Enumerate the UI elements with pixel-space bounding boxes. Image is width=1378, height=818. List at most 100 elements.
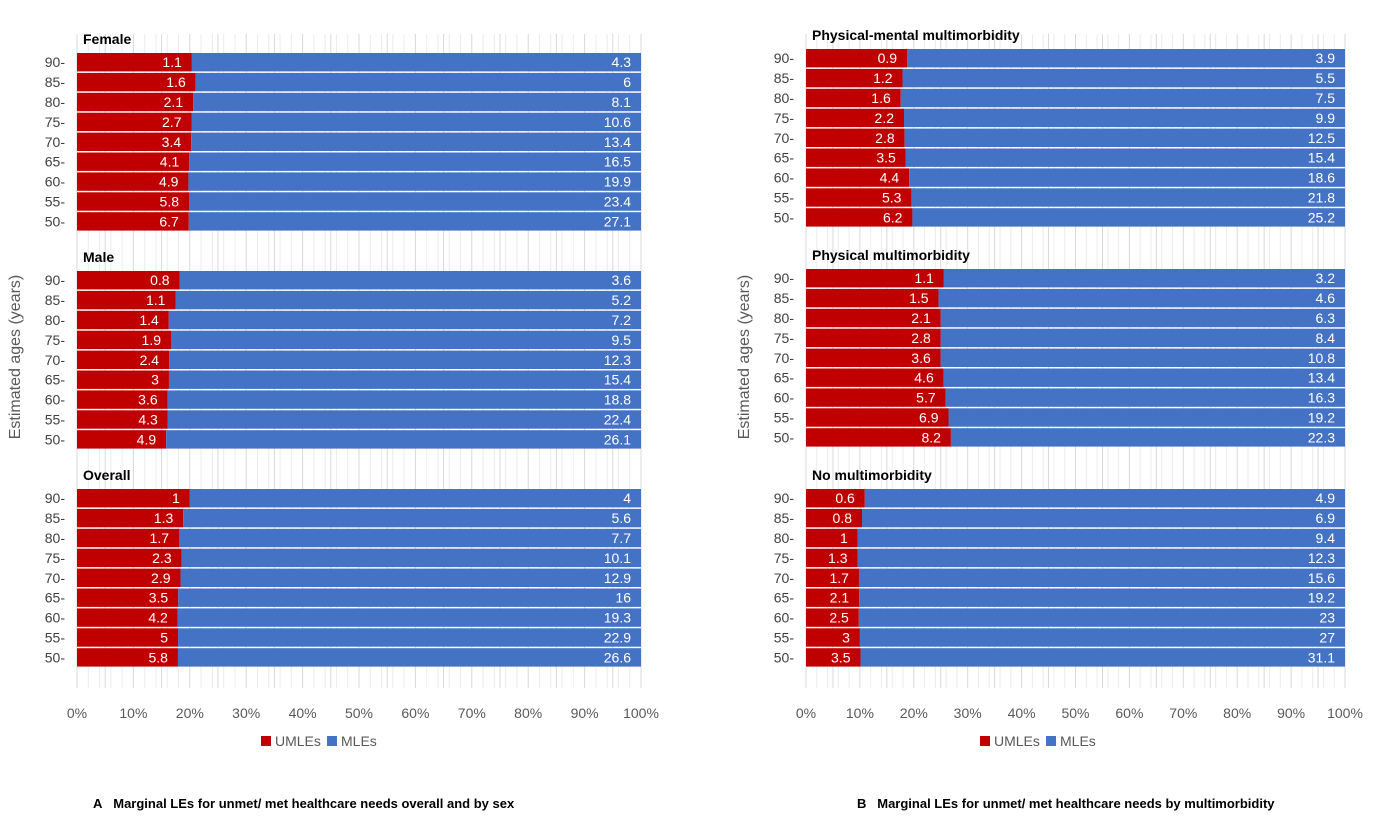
panel-a-mle-bar — [181, 548, 641, 568]
panel-a-umle-bar — [77, 310, 169, 330]
panel-a-category-label: 50- — [45, 649, 66, 665]
panel-b-mle-bar — [859, 588, 1345, 607]
panel-a-mle-bar — [178, 628, 642, 647]
panel-b-category-label: 85- — [774, 510, 795, 526]
panel-a-mle-data-label: 4 — [623, 490, 631, 506]
panel-a-umle-bar — [77, 212, 189, 231]
panel-a-x-tick-label: 50% — [345, 705, 373, 721]
panel-b-category-label: 75- — [774, 110, 795, 126]
panel-b-group-title: Physical multimorbidity — [812, 247, 970, 263]
panel-b-mle-data-label: 6.9 — [1316, 510, 1336, 526]
panel-b-mle-bar — [902, 68, 1345, 88]
panel-a-umle-data-label: 3.6 — [138, 392, 158, 408]
panel-b-category-label: 90- — [774, 490, 795, 506]
panel-b-mle-data-label: 9.9 — [1316, 110, 1336, 126]
panel-b-mle-bar — [943, 368, 1345, 387]
panel-a-category-label: 85- — [45, 74, 66, 90]
panel-b-mle-data-label: 15.4 — [1308, 150, 1335, 166]
panel-a-mle-data-label: 7.7 — [612, 530, 632, 546]
panel-a-mle-bar — [168, 310, 641, 330]
panel-b-umle-bar — [806, 348, 941, 367]
panel-b-mle-data-label: 6.3 — [1316, 310, 1336, 326]
panel-a-x-tick-label: 90% — [571, 705, 599, 721]
panel-a-mle-bar — [171, 330, 641, 350]
panel-a-mle-data-label: 8.1 — [612, 94, 632, 110]
panel-a-mle-bar — [179, 528, 641, 548]
panel-b-x-tick-label: 80% — [1223, 705, 1251, 721]
panel-b-mle-data-label: 19.2 — [1308, 410, 1335, 426]
panel-a-umle-data-label: 1.1 — [162, 54, 182, 70]
panel-a-mle-bar — [188, 172, 641, 191]
panel-a-umle-data-label: 4.1 — [160, 154, 180, 170]
panel-a-umle-data-label: 1.1 — [146, 292, 166, 308]
panel-b-mle-bar — [912, 208, 1345, 227]
panel-a-category-label: 90- — [45, 54, 66, 70]
panel-a-umle-bar — [77, 588, 179, 607]
panel-a-mle-data-label: 22.9 — [604, 630, 631, 646]
panel-a-category-label: 85- — [45, 292, 66, 308]
panel-a-mle-data-label: 10.1 — [604, 550, 631, 566]
panel-b-category-label: 55- — [774, 410, 795, 426]
panel-a-caption-text: Marginal LEs for unmet/ met healthcare n… — [113, 796, 515, 811]
panel-b-category-label: 50- — [774, 209, 795, 225]
panel-b-x-tick-label: 50% — [1061, 705, 1089, 721]
panel-b-mle-data-label: 4.9 — [1316, 490, 1336, 506]
panel-b-mle-data-label: 15.6 — [1308, 570, 1335, 586]
panel-b-mle-data-label: 3.2 — [1316, 270, 1336, 286]
panel-a-mle-bar — [189, 192, 641, 211]
panel-a-umle-data-label: 4.9 — [159, 174, 179, 190]
panel-a-mle-bar — [195, 72, 641, 92]
panel-b-mle-bar — [950, 428, 1345, 447]
panel-b-umle-bar — [806, 568, 859, 587]
panel-a-umle-bar — [77, 290, 176, 310]
panel-a-umle-bar — [77, 430, 167, 449]
panel-a-umle-bar — [77, 350, 170, 369]
panel-b-umle-data-label: 3.6 — [911, 350, 931, 366]
panel-a-mle-bar — [167, 410, 641, 429]
panel-b-mle-bar — [940, 328, 1345, 348]
panel-a-mle-bar — [183, 508, 641, 528]
panel-b-umle-bar — [806, 49, 908, 68]
panel-b-umle-data-label: 0.8 — [833, 510, 853, 526]
panel-a-group-title: Overall — [83, 467, 130, 483]
panel-a-umle-data-label: 2.3 — [152, 550, 172, 566]
panel-b-category-label: 70- — [774, 350, 795, 366]
panel-a-mle-bar — [193, 92, 641, 112]
panel-b-mle-bar — [904, 108, 1345, 128]
panel-b-category-label: 50- — [774, 649, 795, 665]
panel-b-umle-bar — [806, 628, 860, 647]
panel-b-x-tick-label: 70% — [1169, 705, 1197, 721]
panel-b-mle-bar — [858, 568, 1345, 587]
panel-a-umle-data-label: 2.9 — [151, 570, 171, 586]
panel-a-umle-bar — [77, 628, 179, 647]
panel-b-umle-data-label: 2.5 — [829, 610, 849, 626]
panel-a-category-label: 70- — [45, 570, 66, 586]
panel-b-umle-data-label: 1.3 — [828, 550, 848, 566]
panel-a-umle-data-label: 4.2 — [148, 610, 168, 626]
panel-b-mle-bar — [859, 628, 1345, 647]
panel-a-category-label: 55- — [45, 412, 66, 428]
panel-a-mle-data-label: 16.5 — [604, 154, 631, 170]
panel-b-mle-data-label: 16.3 — [1308, 390, 1335, 406]
panel-b-category-label: 90- — [774, 270, 795, 286]
panel-a-umle-data-label: 5.8 — [148, 649, 168, 665]
panel-b-mle-data-label: 31.1 — [1308, 649, 1335, 665]
panel-a-mle-bar — [178, 588, 641, 607]
panel-b-mle-bar — [905, 148, 1345, 167]
panel-b-mle-data-label: 4.6 — [1316, 290, 1336, 306]
panel-a-legend-label-mle: MLEs — [341, 733, 377, 749]
panel-b-mle-bar — [938, 288, 1345, 308]
panel-a-mle-data-label: 9.5 — [612, 332, 632, 348]
panel-b-mle-data-label: 3.9 — [1316, 50, 1336, 66]
panel-a-category-label: 80- — [45, 530, 66, 546]
panel-b-mle-bar — [943, 269, 1345, 288]
panel-b-mle-data-label: 10.8 — [1308, 350, 1335, 366]
panel-b-x-tick-label: 100% — [1327, 705, 1363, 721]
panel-b-umle-bar — [806, 148, 906, 167]
panel-b-umle-data-label: 2.1 — [911, 310, 931, 326]
panel-b-umle-data-label: 1.7 — [829, 570, 849, 586]
panel-a-mle-data-label: 12.3 — [604, 352, 631, 368]
panel-b-umle-bar — [806, 208, 913, 227]
panel-a-umle-bar — [77, 132, 192, 151]
